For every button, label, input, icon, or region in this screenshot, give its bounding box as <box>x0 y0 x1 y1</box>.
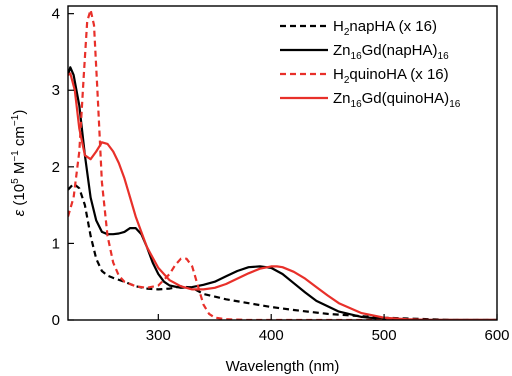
y-axis-text: (10 <box>11 184 28 210</box>
y-axis-symbol: ε <box>11 209 28 216</box>
plot-frame <box>67 5 498 321</box>
x-axis-title: Wavelength (nm) <box>226 358 340 375</box>
y-axis-title: ε (105 M−1 cm−1) <box>10 110 28 217</box>
series-layer <box>68 8 497 320</box>
legend-label-4: Zn16Gd(quinoHA)16 <box>333 90 461 110</box>
y-tick-label: 2 <box>52 159 60 176</box>
y-tick-label: 0 <box>52 312 60 329</box>
legend-label-1: H2napHA (x 16) <box>333 18 437 38</box>
y-axis-unit2: cm <box>11 126 28 150</box>
x-axis-ticks: 300 400 500 600 <box>146 314 510 344</box>
x-tick-label: 400 <box>259 327 284 344</box>
legend: H2napHA (x 16) Zn16Gd(napHA)16 H2quinoHA (… <box>280 18 461 110</box>
y-axis-ticks: 0 1 2 3 4 <box>52 6 74 329</box>
series-line-3 <box>68 8 497 320</box>
y-axis-exp2: −1 <box>10 150 21 162</box>
legend-label-2: Zn16Gd(napHA)16 <box>333 42 449 62</box>
series-line-4 <box>68 72 497 320</box>
y-tick-label: 1 <box>52 235 60 252</box>
y-tick-label: 4 <box>52 6 60 23</box>
y-axis-unit1: M <box>11 162 28 179</box>
y-axis-exp1: 5 <box>10 178 21 184</box>
series-line-2 <box>68 66 497 320</box>
x-tick-label: 300 <box>146 327 171 344</box>
x-tick-label: 500 <box>372 327 397 344</box>
y-axis-exp3: −1 <box>10 114 21 126</box>
x-tick-label: 600 <box>484 327 509 344</box>
y-tick-label: 3 <box>52 82 60 99</box>
y-axis-close: ) <box>11 110 28 115</box>
legend-label-3: H2quinoHA (x 16) <box>333 66 449 86</box>
